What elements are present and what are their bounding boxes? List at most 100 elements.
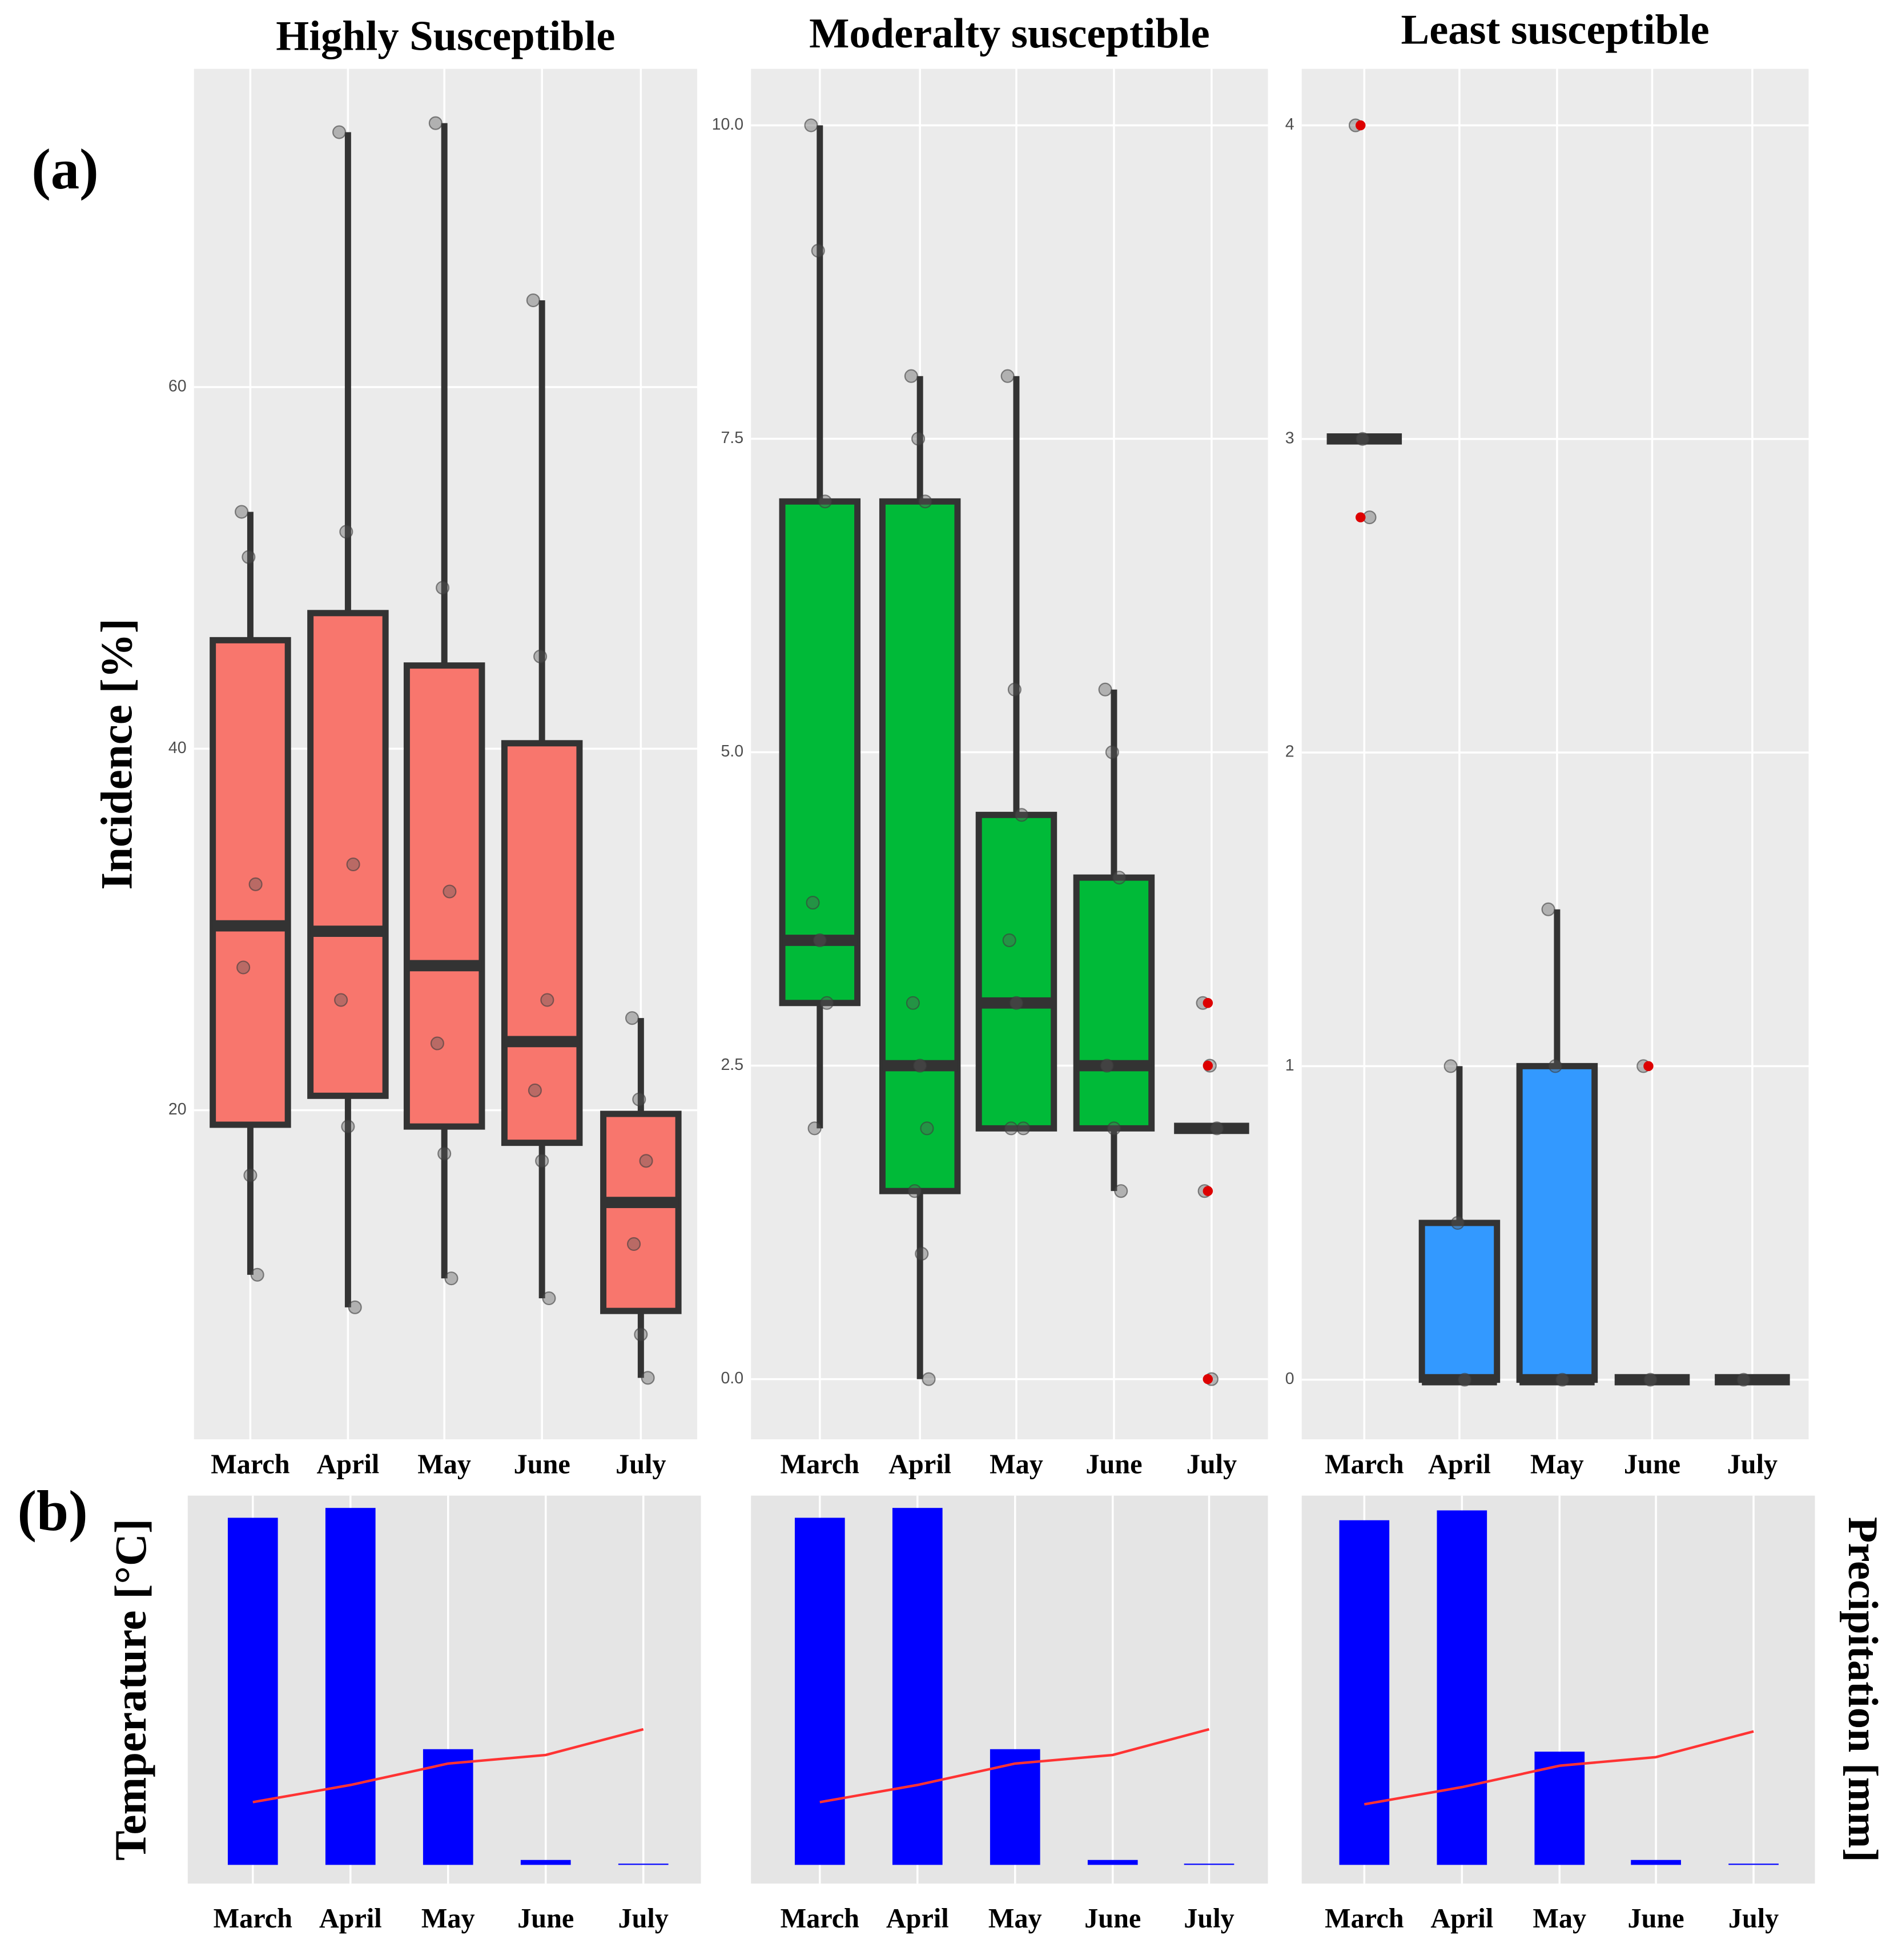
x-tick-label: May xyxy=(421,1903,475,1934)
data-point xyxy=(1541,902,1555,916)
x-tick-label: June xyxy=(517,1903,574,1934)
chart-title: Moderalty susceptible xyxy=(809,10,1210,57)
data-point xyxy=(443,884,457,899)
x-tick-label: June xyxy=(514,1449,570,1479)
data-point xyxy=(641,1371,655,1385)
x-tick-label: March xyxy=(214,1903,293,1934)
data-point xyxy=(526,293,540,308)
data-point xyxy=(1450,1216,1465,1230)
data-point xyxy=(1107,1121,1121,1136)
data-point xyxy=(346,857,360,872)
data-point xyxy=(1443,1059,1458,1073)
y-axis-label: Temperature [°C] xyxy=(106,1519,156,1861)
x-tick-label: April xyxy=(1430,1903,1493,1934)
data-point xyxy=(1356,432,1370,446)
x-tick-label: April xyxy=(319,1903,382,1934)
data-point xyxy=(444,1271,459,1286)
x-tick-label: May xyxy=(417,1449,471,1479)
data-point xyxy=(248,877,263,891)
data-point xyxy=(332,125,347,139)
box xyxy=(600,1110,682,1314)
data-point xyxy=(341,1120,355,1134)
data-point xyxy=(1098,682,1112,697)
data-point xyxy=(818,494,833,509)
data-point xyxy=(339,525,353,539)
bar xyxy=(618,1864,669,1865)
data-point xyxy=(1114,1184,1128,1198)
x-tick-label: July xyxy=(1727,1449,1778,1479)
data-point xyxy=(436,581,450,595)
bar xyxy=(892,1508,943,1865)
box xyxy=(403,662,485,1130)
x-tick-label: May xyxy=(1530,1449,1584,1479)
y-tick-label: 2 xyxy=(1285,743,1294,761)
y-tick-label: 20 xyxy=(168,1100,187,1118)
box xyxy=(1418,1220,1501,1383)
outlier xyxy=(1203,997,1213,1008)
x-tick-label: April xyxy=(886,1903,949,1934)
x-tick-label: July xyxy=(618,1903,668,1934)
data-point xyxy=(904,369,918,383)
data-point xyxy=(911,432,926,446)
box xyxy=(779,498,861,1007)
data-point xyxy=(1007,682,1022,697)
x-tick-label: May xyxy=(1533,1903,1586,1934)
y-axis-label: Incidence [%] xyxy=(93,618,142,890)
data-point xyxy=(535,1154,549,1168)
x-tick-label: July xyxy=(1184,1903,1234,1934)
y-tick-label: 3 xyxy=(1285,429,1294,447)
y-tick-label: 4 xyxy=(1285,115,1294,134)
box xyxy=(879,498,961,1194)
outlier xyxy=(1203,1060,1213,1071)
data-point xyxy=(1210,1121,1224,1136)
x-tick-label: July xyxy=(1728,1903,1779,1934)
data-point xyxy=(1736,1373,1751,1387)
box xyxy=(1516,1062,1598,1383)
data-point xyxy=(242,550,256,564)
data-point xyxy=(243,1168,258,1182)
data-point xyxy=(922,1372,936,1386)
line xyxy=(1364,1730,1754,1806)
data-point xyxy=(907,1184,922,1198)
data-point xyxy=(626,1237,641,1251)
panel-label: (b) xyxy=(17,1479,87,1543)
data-point xyxy=(348,1300,362,1314)
data-point xyxy=(1100,1059,1114,1073)
box xyxy=(307,610,389,1099)
y2-axis-label: Precipitation [mm] xyxy=(1839,1517,1886,1862)
data-point xyxy=(625,1011,640,1025)
y-tick-label: 10.0 xyxy=(712,115,743,134)
x-tick-label: June xyxy=(1624,1449,1680,1479)
data-point xyxy=(915,1246,929,1261)
data-point xyxy=(334,993,348,1007)
y-tick-label: 1 xyxy=(1285,1056,1294,1074)
box xyxy=(501,740,583,1146)
data-point xyxy=(807,1121,822,1136)
y-tick-label: 40 xyxy=(168,739,187,757)
data-point xyxy=(1016,1121,1031,1136)
x-tick-label: May xyxy=(988,1903,1042,1934)
data-point xyxy=(920,1121,934,1136)
data-point xyxy=(632,1092,646,1106)
x-tick-label: June xyxy=(1084,1903,1141,1934)
bar xyxy=(520,1860,571,1865)
data-point xyxy=(1112,871,1127,885)
y-tick-label: 0 xyxy=(1285,1370,1294,1388)
bar xyxy=(1184,1864,1234,1865)
bar xyxy=(1087,1860,1138,1865)
data-point xyxy=(236,960,251,975)
outlier xyxy=(1355,512,1366,522)
data-point xyxy=(1002,933,1016,948)
data-point xyxy=(1643,1373,1658,1387)
data-point xyxy=(820,996,834,1010)
data-point xyxy=(913,1059,927,1073)
outlier xyxy=(1643,1061,1654,1072)
x-tick-label: March xyxy=(1325,1903,1404,1934)
data-point xyxy=(813,933,827,948)
data-point xyxy=(542,1291,556,1306)
data-point xyxy=(811,244,825,258)
line xyxy=(252,1728,644,1804)
data-point xyxy=(1548,1059,1562,1073)
panel-label: (a) xyxy=(31,137,99,201)
data-point xyxy=(906,996,920,1010)
